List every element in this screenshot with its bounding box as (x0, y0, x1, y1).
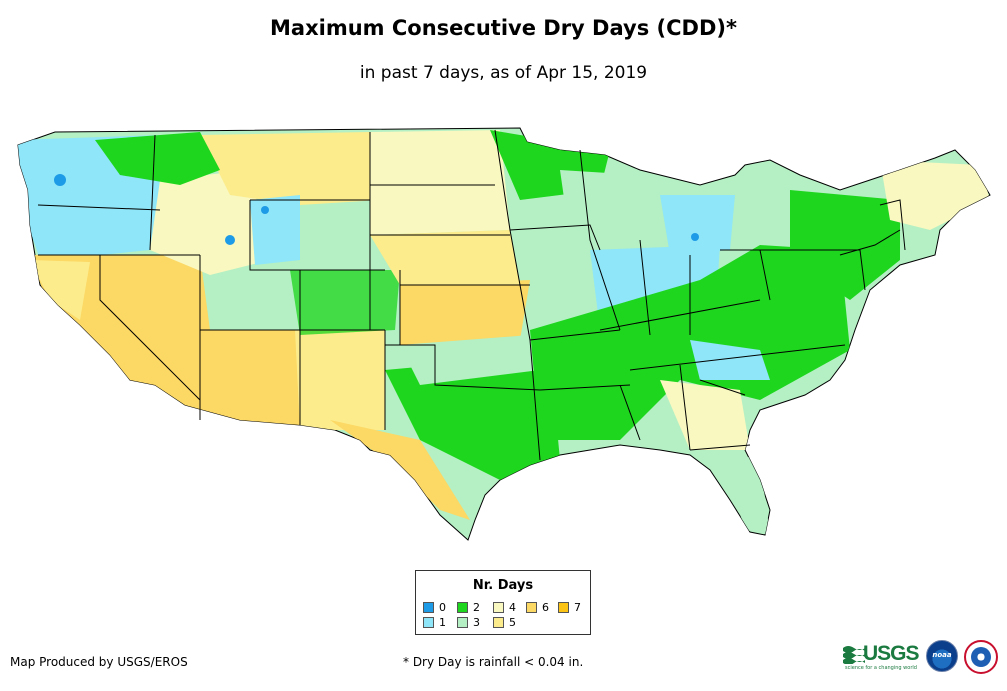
region-arizona (200, 330, 300, 425)
legend: Nr. Days 0 2 4 6 7 1 3 5 (415, 570, 591, 635)
credit-text: Map Produced by USGS/EROS (10, 655, 188, 669)
region-kansas (400, 280, 530, 345)
region-maine-pale (880, 160, 990, 230)
spot-colorado (261, 206, 269, 214)
swatch-3 (457, 617, 468, 628)
legend-item-1: 1 (423, 617, 446, 629)
region-southeast-green (530, 245, 850, 440)
map-subtitle: in past 7 days, as of Apr 15, 2019 (359, 63, 648, 83)
region-carolinas-cyan (690, 340, 770, 380)
nws-inner-icon (971, 647, 991, 667)
spot-michigan (691, 233, 699, 241)
spot-oregon (54, 174, 66, 186)
usgs-wordmark: USGS (863, 642, 920, 665)
state-borders (37, 129, 906, 461)
legend-title: Nr. Days (472, 578, 534, 593)
us-cdd-map (0, 120, 1007, 550)
legend-item-6: 6 (526, 602, 549, 614)
footnote-text: * Dry Day is rainfall < 0.04 in. (403, 655, 584, 669)
usgs-logo: USGS science for a changing world (843, 642, 920, 674)
legend-item-0: 0 (423, 602, 446, 614)
swatch-0 (423, 602, 434, 613)
region-georgia-pale (660, 380, 750, 450)
legend-item-7: 7 (558, 602, 581, 614)
region-wy-cyan (250, 195, 300, 265)
map-title: Maximum Consecutive Dry Days (CDD)* (270, 16, 737, 40)
region-mt-green (95, 132, 220, 185)
noaa-wordmark: noaa (932, 651, 952, 659)
nws-seal-icon (964, 640, 998, 674)
region-northeast-green (790, 190, 900, 300)
legend-item-2: 2 (457, 602, 480, 614)
swatch-1 (423, 617, 434, 628)
swatch-5 (493, 617, 504, 628)
legend-item-4: 4 (493, 602, 516, 614)
usgs-wave-icon (843, 646, 865, 664)
cdd-regions (18, 130, 990, 535)
spot-idaho (225, 235, 235, 245)
region-newmexico (295, 330, 385, 430)
region-ca-coast (30, 260, 90, 320)
region-texas-green (385, 355, 560, 480)
region-colorado-green (290, 270, 400, 335)
swatch-2 (457, 602, 468, 613)
region-montana (200, 132, 380, 205)
map-svg (17, 127, 991, 541)
usgs-tagline: science for a changing world (845, 665, 917, 671)
region-michigan-cyan (660, 195, 735, 255)
swatch-4 (493, 602, 504, 613)
region-wisconsin (560, 170, 640, 240)
region-nebraska (370, 230, 520, 285)
region-dakotas (370, 130, 510, 235)
noaa-logo: noaa (926, 640, 958, 672)
swatch-6 (526, 602, 537, 613)
swatch-7 (558, 602, 569, 613)
legend-item-5: 5 (493, 617, 516, 629)
legend-item-3: 3 (457, 617, 480, 629)
